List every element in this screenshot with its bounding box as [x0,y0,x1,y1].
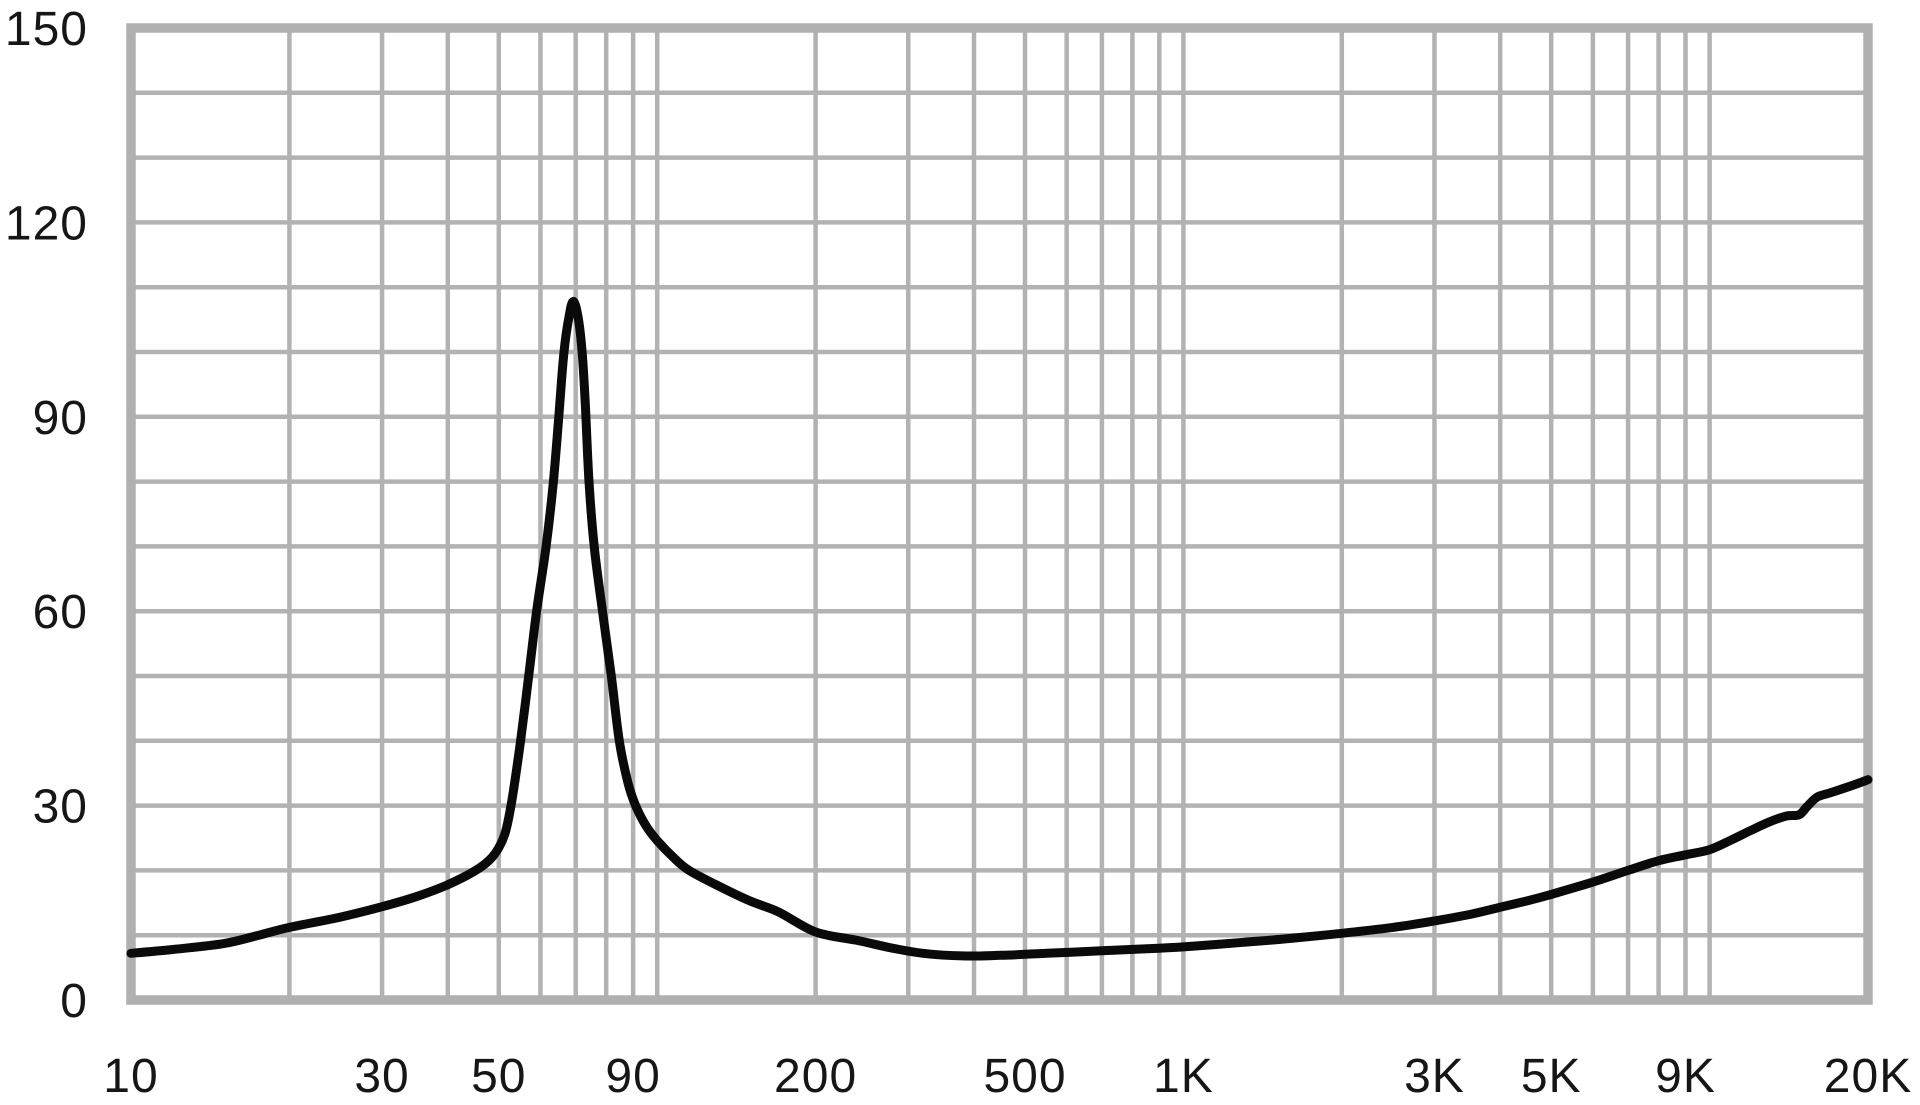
x-tick-label: 10 [103,1050,158,1103]
gridlines [131,28,1871,1000]
x-tick-label: 200 [774,1050,857,1103]
y-tick-label: 60 [33,586,88,639]
x-tick-label: 500 [983,1050,1066,1103]
x-tick-label: 5K [1521,1050,1582,1103]
x-tick-label: 9K [1655,1050,1716,1103]
y-tick-label: 0 [60,975,88,1028]
y-tick-label: 90 [33,392,88,445]
x-tick-label: 20K [1824,1050,1912,1103]
y-tick-label: 150 [5,3,88,56]
plot-frame [126,23,1873,1005]
x-tick-label: 50 [471,1050,526,1103]
x-tick-label: 90 [605,1050,660,1103]
x-axis-labels: 10 30 50 90 200 500 1K 3K 5K 9K 20K [103,1050,1912,1103]
y-tick-label: 30 [33,781,88,834]
y-tick-label: 120 [5,197,88,250]
x-tick-label: 1K [1153,1050,1214,1103]
impedance-curve [126,297,1873,961]
x-tick-label: 30 [354,1050,409,1103]
y-axis-labels: 0 30 60 90 120 150 [5,3,88,1028]
x-tick-label: 3K [1404,1050,1465,1103]
